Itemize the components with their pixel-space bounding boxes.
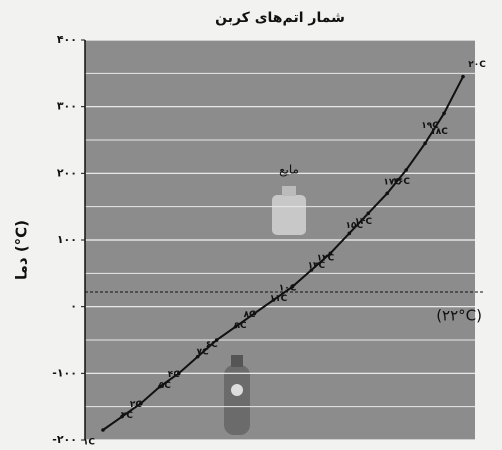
reference-label: (۲۲°C) <box>436 307 482 325</box>
point-label: ۱۹C <box>421 121 439 131</box>
point <box>290 284 295 289</box>
point <box>423 141 427 146</box>
point <box>139 401 143 406</box>
y-tick-label: -۲۰۰ <box>52 433 77 446</box>
point <box>252 311 257 316</box>
point <box>195 354 200 359</box>
point-label: ۱۷C <box>383 178 401 188</box>
chart-title: شمار اتم‌های کربن <box>215 10 345 26</box>
y-tick-label: ۰ <box>70 300 77 313</box>
point-label: ۲۰C <box>468 60 486 70</box>
point <box>461 74 465 79</box>
point-label: ۵C <box>159 381 171 391</box>
point-label: ۲C <box>130 400 142 410</box>
y-tick-label: ۳۰۰ <box>57 100 77 113</box>
y-tick-label: ۴۰۰ <box>57 33 77 46</box>
point <box>101 428 105 432</box>
point <box>176 371 181 376</box>
point <box>442 111 446 116</box>
point <box>271 298 276 302</box>
point <box>347 231 352 236</box>
point <box>404 168 408 172</box>
point-label: ۱۱C <box>270 294 288 304</box>
liquid-icon <box>272 186 306 235</box>
point-label: ۱۲C <box>317 254 335 264</box>
point-label: ۱۸C <box>430 127 448 137</box>
point-label: ۷C <box>197 348 209 358</box>
point-label: ۴C <box>168 370 180 380</box>
point <box>366 211 371 216</box>
point <box>385 191 390 196</box>
point <box>328 251 333 256</box>
point-label: ۱۳C <box>308 261 326 271</box>
series-line <box>102 76 464 431</box>
point <box>158 384 162 389</box>
point <box>309 268 314 272</box>
point-label: ۱۶C <box>392 177 410 187</box>
point-label: ۸C <box>244 310 256 320</box>
point-label: ۹C <box>235 321 247 331</box>
point-label: ۳C <box>121 411 133 421</box>
point-label: ۱۴C <box>355 217 373 227</box>
annotation: مایع <box>279 163 299 177</box>
y-tick-label: -۱۰۰ <box>52 366 77 379</box>
point-label: ۱۵C <box>345 221 363 231</box>
y-axis-label: دما (°C) <box>13 220 31 280</box>
gas-cylinder-icon <box>224 355 250 435</box>
point <box>120 414 124 419</box>
point <box>233 324 238 329</box>
point-label: ۱C <box>83 438 95 448</box>
y-tick-label: ۲۰۰ <box>57 166 77 179</box>
point-label: ۱۰C <box>279 284 297 294</box>
point-label: ۶C <box>206 340 218 350</box>
point <box>214 338 219 342</box>
y-tick-label: ۱۰۰ <box>57 233 77 246</box>
